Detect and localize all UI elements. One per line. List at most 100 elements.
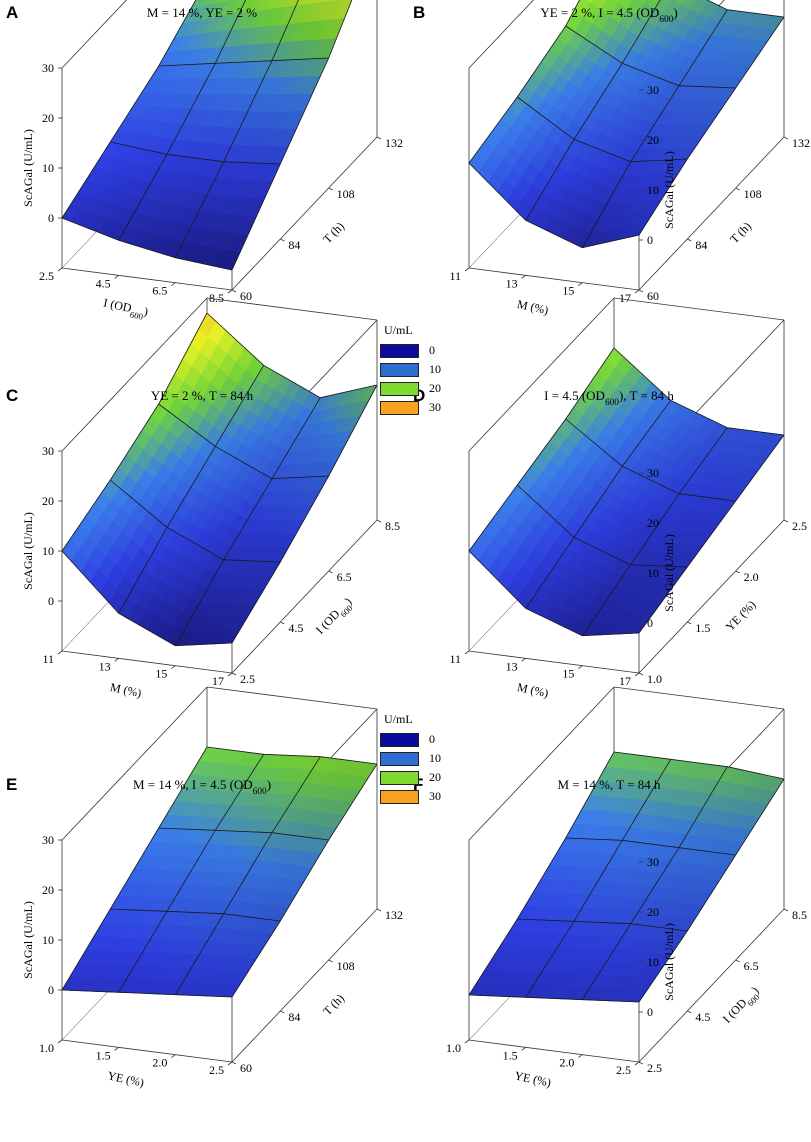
- back-top-edge: [613, 297, 785, 321]
- x-tick-label: 15: [562, 284, 574, 298]
- legend-title: U/mL: [384, 323, 413, 337]
- mesh-line: [638, 778, 785, 1003]
- x-tick: [57, 267, 63, 272]
- surface-patch: [325, 0, 344, 21]
- panel-title: M = 14 %, T = 84 h: [557, 777, 661, 792]
- legend-swatch-1: [380, 751, 419, 766]
- x-tick: [57, 650, 63, 655]
- y-tick: [280, 238, 285, 242]
- x-tick-label: 13: [99, 659, 111, 673]
- z-tick-label: 20: [42, 111, 54, 125]
- x-tick: [114, 275, 119, 279]
- mesh-line: [638, 16, 785, 236]
- panel-letter: A: [6, 3, 18, 22]
- panel-e: 0 10 20 30 ScAGal (U/mL) 1.0 1.5 2.0 2.5 YE (%) 60…: [6, 686, 403, 1090]
- y-axis-label: I (OD600): [313, 595, 357, 640]
- panel-letter: E: [6, 775, 17, 794]
- back-top-edge: [206, 686, 378, 710]
- z-axis-label: ScAGal (U/mL): [662, 151, 676, 229]
- z-tick-label: 10: [647, 955, 659, 969]
- x-tick-label: 17: [619, 291, 631, 305]
- legend-label: 10: [429, 362, 441, 376]
- legend-swatch-2: [380, 381, 419, 396]
- mesh-line: [61, 989, 233, 998]
- floor-front-edge: [61, 267, 233, 291]
- floor-right-edge: [638, 136, 785, 291]
- y-tick: [638, 1061, 644, 1065]
- y-tick-label: 108: [337, 959, 355, 973]
- mesh-line: [565, 418, 736, 502]
- x-tick-label: 6.5: [152, 284, 167, 298]
- legend-label: 10: [429, 751, 441, 765]
- legend-swatch-0: [380, 732, 419, 747]
- back-left-top-edge: [61, 297, 208, 452]
- mesh-line: [231, 763, 378, 998]
- legend-entry: 0: [380, 730, 441, 749]
- y-tick: [783, 136, 789, 140]
- y-tick-label: 2.5: [792, 519, 807, 533]
- x-tick-label: 2.0: [559, 1056, 574, 1070]
- z-axis-label: ScAGal (U/mL): [662, 534, 676, 612]
- surface-patch: [324, 0, 335, 2]
- y-tick-label: 108: [744, 187, 762, 201]
- x-tick: [634, 1061, 640, 1066]
- mesh-line: [565, 837, 736, 856]
- y-tick: [231, 672, 237, 676]
- legend-top: U/mL 0 10 20 30: [380, 323, 441, 417]
- floor-front-edge: [468, 1039, 640, 1063]
- x-tick-label: 1.5: [96, 1048, 111, 1062]
- x-tick-label: 1.0: [446, 1041, 461, 1055]
- z-tick-label: 30: [42, 833, 54, 847]
- x-tick-label: 1.5: [503, 1048, 518, 1062]
- x-tick-label: 2.5: [209, 1063, 224, 1077]
- mesh-line: [110, 141, 281, 165]
- z-tick-label: 30: [42, 61, 54, 75]
- z-tick-label: 30: [647, 83, 659, 97]
- mesh-line: [613, 347, 785, 436]
- z-tick-label: 10: [42, 933, 54, 947]
- z-axis-label: ScAGal (U/mL): [21, 512, 35, 590]
- x-tick: [521, 1047, 526, 1051]
- mesh-line: [525, 400, 672, 609]
- mesh-line: [565, 25, 736, 89]
- y-tick: [280, 621, 285, 625]
- back-left-top-edge: [61, 686, 208, 841]
- y-tick: [687, 1010, 692, 1014]
- x-tick: [578, 1054, 583, 1058]
- panel-f: 0 10 20 30 ScAGal (U/mL) 1.0 1.5 2.0 2.5 YE (%) 2.…: [413, 686, 807, 1090]
- z-tick-label: 20: [647, 133, 659, 147]
- legend-entry: 30: [380, 787, 441, 806]
- surface-patch: [334, 0, 353, 20]
- panel-title: YE = 2 %, I = 4.5 (OD600): [540, 5, 677, 25]
- x-tick-label: 4.5: [96, 276, 111, 290]
- surface-patch: [314, 0, 326, 3]
- z-tick-label: 30: [42, 444, 54, 458]
- mesh-line: [581, 9, 728, 248]
- y-tick: [328, 187, 333, 191]
- mesh-line: [468, 550, 640, 637]
- mesh-line: [118, 0, 247, 241]
- z-tick-label: 20: [647, 905, 659, 919]
- z-tick-label: 10: [647, 183, 659, 197]
- surface-patch: [671, 0, 685, 6]
- x-tick: [578, 665, 583, 669]
- y-tick: [687, 621, 692, 625]
- surface-patch: [276, 0, 290, 9]
- surface-patch: [295, 0, 308, 6]
- floor-front-edge: [61, 1039, 233, 1063]
- z-tick-label: 10: [42, 161, 54, 175]
- y-tick-label: 4.5: [695, 1010, 710, 1024]
- y-tick: [328, 959, 333, 963]
- y-tick-label: 8.5: [385, 519, 400, 533]
- x-tick: [114, 658, 119, 662]
- y-tick-label: 132: [385, 136, 403, 150]
- mesh-line: [158, 57, 329, 67]
- y-tick: [638, 289, 644, 293]
- y-tick: [376, 908, 382, 912]
- x-tick-label: 2.5: [39, 269, 54, 283]
- x-tick-label: 15: [155, 667, 167, 681]
- z-tick-label: 20: [647, 516, 659, 530]
- z-tick-label: 0: [48, 211, 54, 225]
- z-tick-label: 30: [647, 855, 659, 869]
- mesh-line: [110, 479, 281, 563]
